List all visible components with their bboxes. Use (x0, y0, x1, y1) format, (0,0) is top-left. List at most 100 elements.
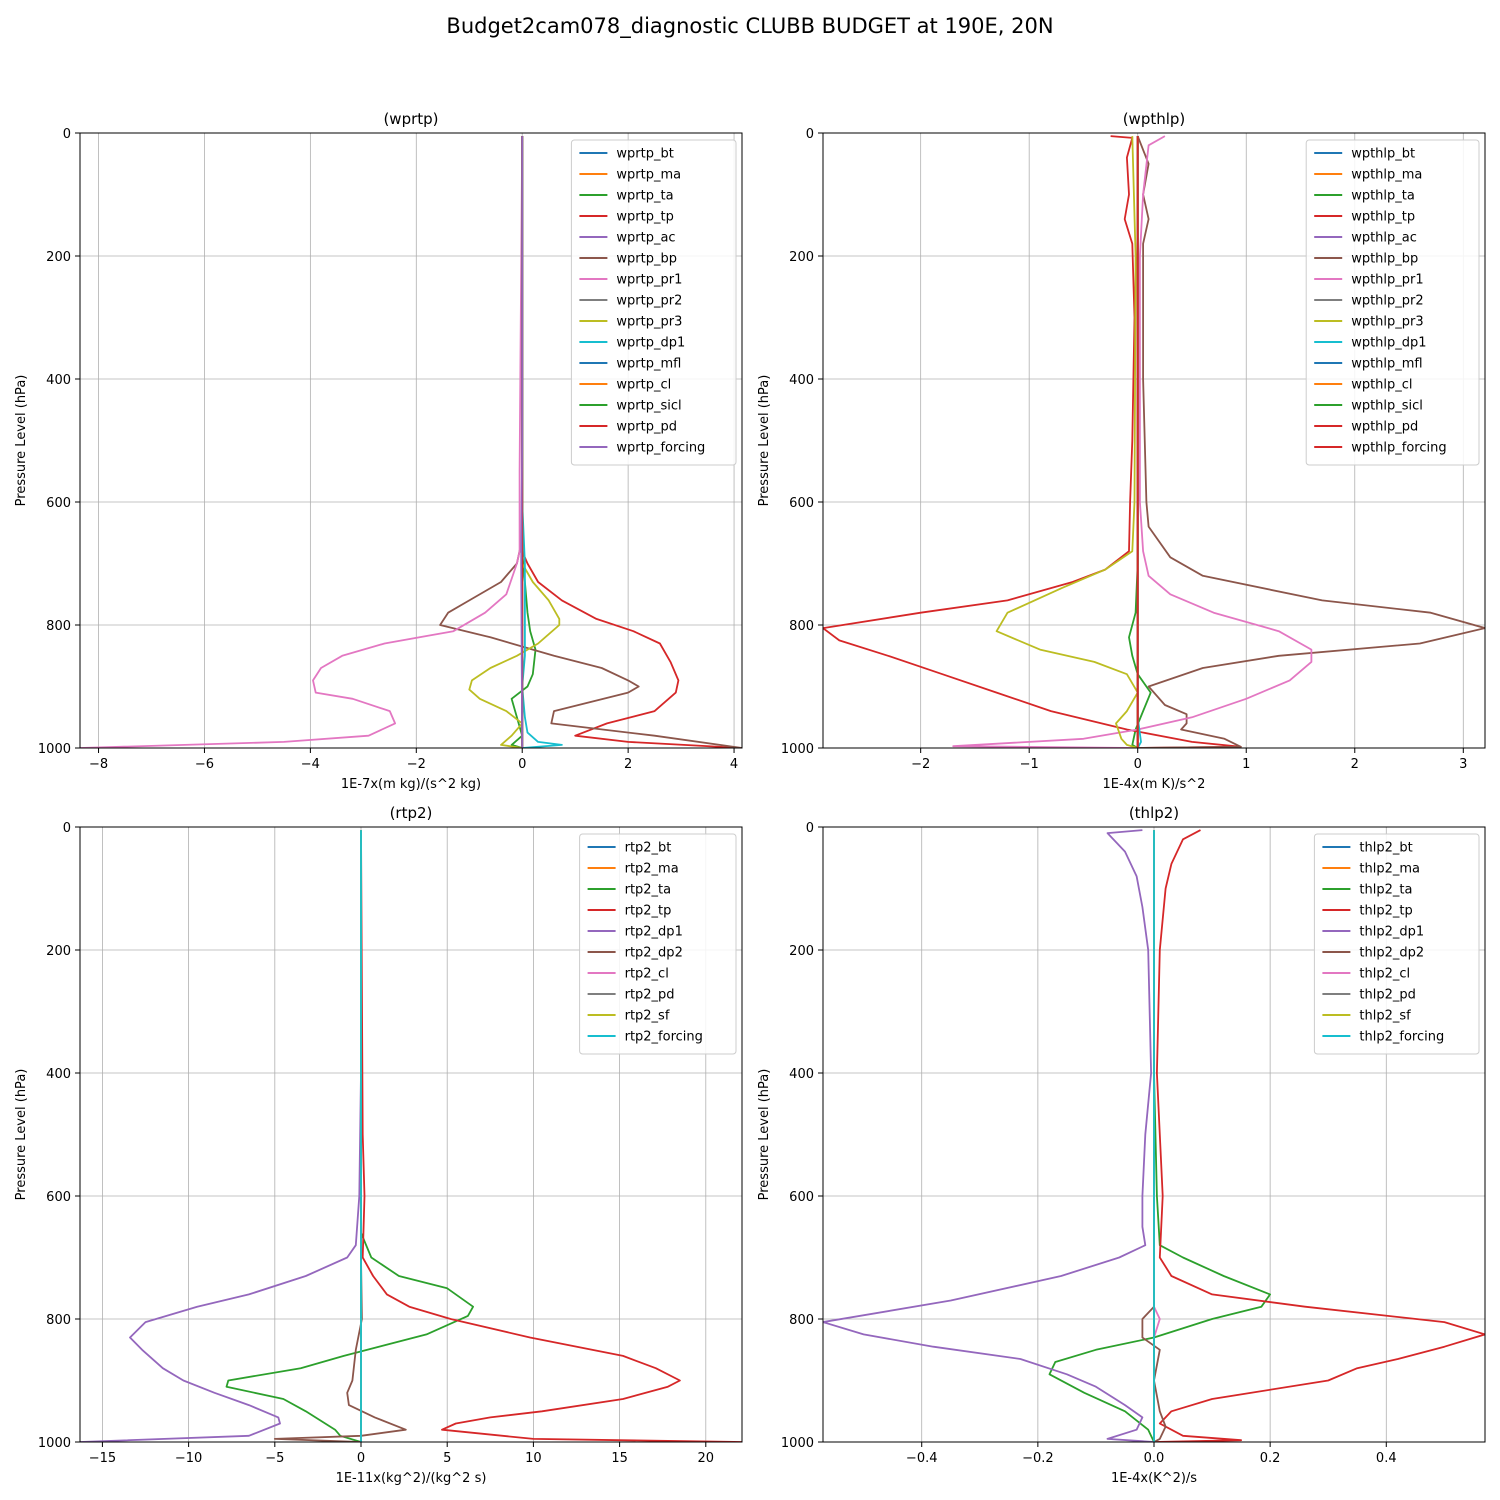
panel-title: (wpthlp) (1123, 110, 1186, 128)
legend-label: wpthlp_forcing (1351, 441, 1446, 456)
x-tick-label: −15 (89, 1451, 116, 1466)
y-tick-label: 200 (789, 250, 814, 265)
y-tick-label: 1000 (38, 1436, 71, 1451)
legend-item: wpthlp_bp (1314, 252, 1418, 267)
legend-label: wpthlp_pd (1351, 420, 1418, 435)
legend-label: wprtp_dp1 (616, 336, 685, 351)
legend-label: wpthlp_ma (1351, 168, 1422, 183)
legend-item: rtp2_ma (587, 862, 679, 877)
legend-label: wprtp_cl (616, 378, 671, 393)
panel-title: (thlp2) (1129, 804, 1179, 822)
legend-item: wpthlp_tp (1314, 210, 1415, 225)
x-tick-label: 2 (624, 757, 632, 772)
x-tick-label: 4 (730, 757, 738, 772)
y-tick-label: 1000 (781, 1436, 814, 1451)
series-line-wprtp_bp (439, 136, 742, 748)
legend-item: wpthlp_bt (1314, 147, 1415, 162)
legend-item: wprtp_pd (579, 420, 677, 435)
legend-item: wprtp_cl (579, 378, 671, 393)
legend-item: thlp2_bt (1322, 841, 1413, 856)
legend-label: wprtp_mfl (616, 357, 681, 372)
series-line-thlp2_dp1 (823, 829, 1155, 1442)
x-axis-label: 1E-4x(m K)/s^2 (1103, 777, 1206, 792)
x-tick-label: 10 (525, 1451, 542, 1466)
legend-item: wpthlp_pr3 (1314, 315, 1424, 330)
legend-label: rtp2_cl (625, 967, 669, 982)
series-group (80, 136, 742, 748)
y-tick-label: 600 (789, 1190, 814, 1205)
legend-label: thlp2_bt (1359, 841, 1412, 856)
x-tick-label: −10 (175, 1451, 202, 1466)
y-tick-label: 0 (806, 127, 814, 142)
x-tick-label: −0.2 (1022, 1451, 1054, 1466)
legend: wpthlp_bt wpthlp_ma wpthlp_ta wpthlp_tpwpth… (1305, 139, 1480, 466)
y-axis-label: Pressure Level (hPa) (757, 1069, 772, 1201)
legend-item: wprtp_ac (579, 231, 676, 246)
legend-label: wpthlp_bt (1351, 147, 1415, 162)
panel-title: (rtp2) (390, 804, 433, 822)
legend-label: rtp2_tp (625, 904, 672, 919)
legend-label: thlp2_tp (1359, 904, 1412, 919)
legend-item: wprtp_mfl (579, 357, 681, 372)
x-tick-label: 0 (1134, 757, 1142, 772)
series-line-thlp2_ta (1048, 830, 1271, 1442)
legend-label: rtp2_dp1 (625, 925, 683, 940)
legend-label: wpthlp_pr1 (1351, 273, 1423, 288)
legend-box (1313, 833, 1480, 1055)
panel-title: (wprtp) (383, 110, 438, 128)
series-line-wpthlp_bp (1136, 135, 1485, 748)
y-tick-label: 800 (46, 1313, 71, 1328)
legend-label: wprtp_pr2 (616, 294, 682, 309)
x-axis-label: 1E-4x(K^2)/s (1111, 1471, 1197, 1486)
legend-item: wprtp_pr3 (579, 315, 682, 330)
legend-label: wprtp_pr1 (616, 273, 682, 288)
legend-label: wpthlp_pr3 (1351, 315, 1423, 330)
x-tick-label: −0.4 (906, 1451, 938, 1466)
legend-item: rtp2_sf (587, 1009, 670, 1024)
legend-label: thlp2_pd (1359, 988, 1415, 1003)
x-tick-label: 0 (357, 1451, 365, 1466)
legend-label: thlp2_forcing (1359, 1030, 1444, 1045)
panel-rtp2: −15 −10 −5 0 5 10 15 2002004006008001000(rtp2)1… (14, 804, 743, 1486)
series-line-wprtp_forcing (520, 136, 524, 748)
series-line-wprtp_dp1 (521, 136, 563, 748)
legend-label: wprtp_pd (616, 420, 677, 435)
legend-item: wpthlp_pr2 (1314, 294, 1424, 309)
legend-item: wpthlp_dp1 (1314, 336, 1427, 351)
y-tick-label: 400 (46, 1067, 71, 1082)
legend-label: wprtp_ta (616, 189, 673, 204)
legend-item: thlp2_ma (1322, 862, 1420, 877)
panel-wprtp: −8 −6 −4 −2 0 2 4 0 200 400 600 800 1000 (wprtp) 1E-7x… (14, 110, 743, 792)
panel-wpthlp: −2 −1 0 1 2 3 0 200 400 600 800 1000 (wpthlp) 1E-4x(m… (757, 110, 1486, 792)
y-tick-label: 800 (789, 1313, 814, 1328)
legend-label: thlp2_cl (1359, 967, 1410, 982)
legend-item: thlp2_ta (1322, 883, 1412, 898)
legend-item: wprtp_forcing (579, 441, 705, 456)
legend: wprtp_bt wprtp_ma wprtp_ta wprtp_tp wprtp_ac… (570, 139, 737, 466)
series-line-thlp2_tp (1153, 829, 1485, 1442)
x-tick-label: 20 (698, 1451, 715, 1466)
legend-label: rtp2_ma (625, 862, 679, 877)
series-line-rtp2_ta (225, 830, 475, 1442)
legend: thlp2_bt thlp2_ma thlp2_ta thlp2_tp thlp2_dp… (1313, 833, 1480, 1055)
legend-item: wpthlp_pr1 (1314, 273, 1424, 288)
legend-item: wpthlp_ma (1314, 168, 1422, 183)
legend-item: wprtp_sicl (579, 399, 682, 414)
series-line-wprtp_tp (521, 136, 742, 748)
legend-item: thlp2_forcing (1322, 1030, 1444, 1045)
legend-item: thlp2_sf (1322, 1009, 1411, 1024)
legend-label: rtp2_sf (625, 1009, 670, 1024)
plot-frame (822, 132, 1486, 749)
x-tick-label: −1 (1020, 757, 1039, 772)
legend-item: wpthlp_pd (1314, 420, 1418, 435)
x-axis-label: 1E-7x(m kg)/(s^2 kg) (341, 777, 481, 792)
y-tick-label: 600 (46, 496, 71, 511)
legend-label: wpthlp_sicl (1351, 399, 1423, 414)
legend-label: wpthlp_ac (1351, 231, 1417, 246)
legend-label: wpthlp_tp (1351, 210, 1415, 225)
series-group (80, 830, 742, 1442)
legend-item: thlp2_dp1 (1322, 925, 1424, 940)
x-tick-label: 0.0 (1144, 1451, 1165, 1466)
legend-item: wpthlp_ac (1314, 231, 1417, 246)
legend-item: thlp2_dp2 (1322, 946, 1424, 961)
